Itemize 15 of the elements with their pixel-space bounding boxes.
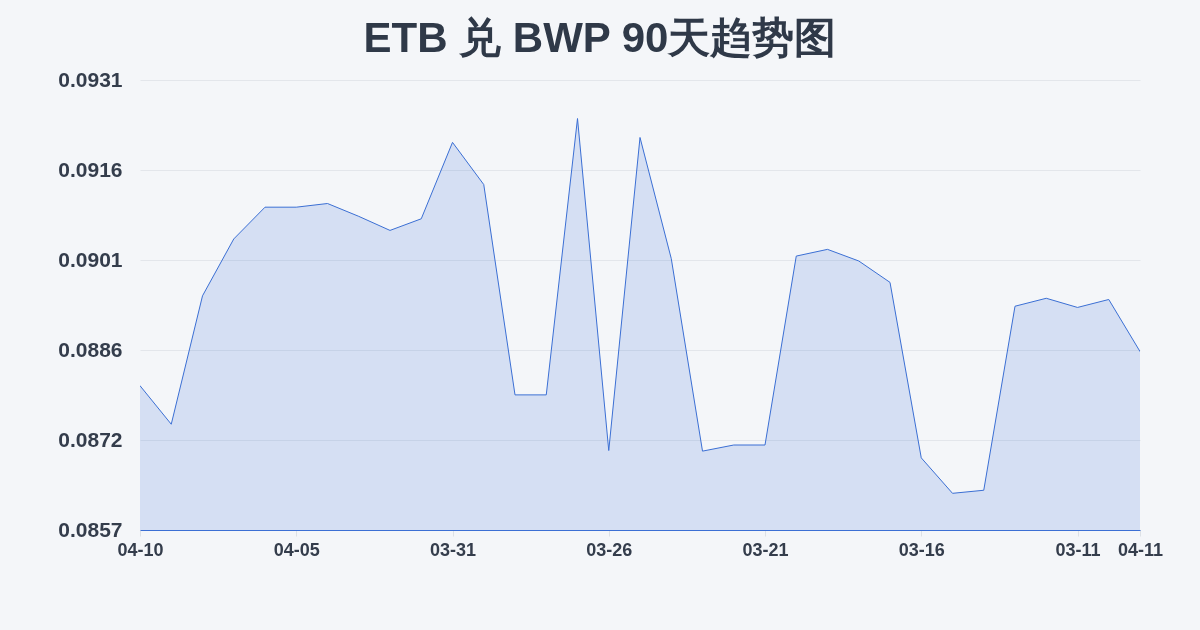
x-tick-label: 04-05 <box>273 539 320 560</box>
x-tick-label: 03-21 <box>742 539 789 560</box>
x-tick-label: 03-16 <box>898 539 945 560</box>
x-tick-label: 04-11 <box>1117 539 1164 560</box>
x-tick-label: 03-11 <box>1055 539 1101 560</box>
x-tick-label: 04-10 <box>117 539 164 560</box>
x-tick-label: 03-31 <box>429 539 477 560</box>
x-tick-label: 03-26 <box>586 539 633 560</box>
chart-title: ETB 兑 BWP 90天趋势图 <box>363 14 837 61</box>
y-tick-label: 0.0901 <box>58 247 123 271</box>
y-tick-label: 0.0886 <box>58 337 123 361</box>
y-tick-label: 0.0872 <box>58 427 123 451</box>
y-tick-label: 0.0931 <box>58 67 123 91</box>
y-tick-label: 0.0916 <box>58 157 123 181</box>
y-tick-label: 0.0857 <box>58 517 123 541</box>
